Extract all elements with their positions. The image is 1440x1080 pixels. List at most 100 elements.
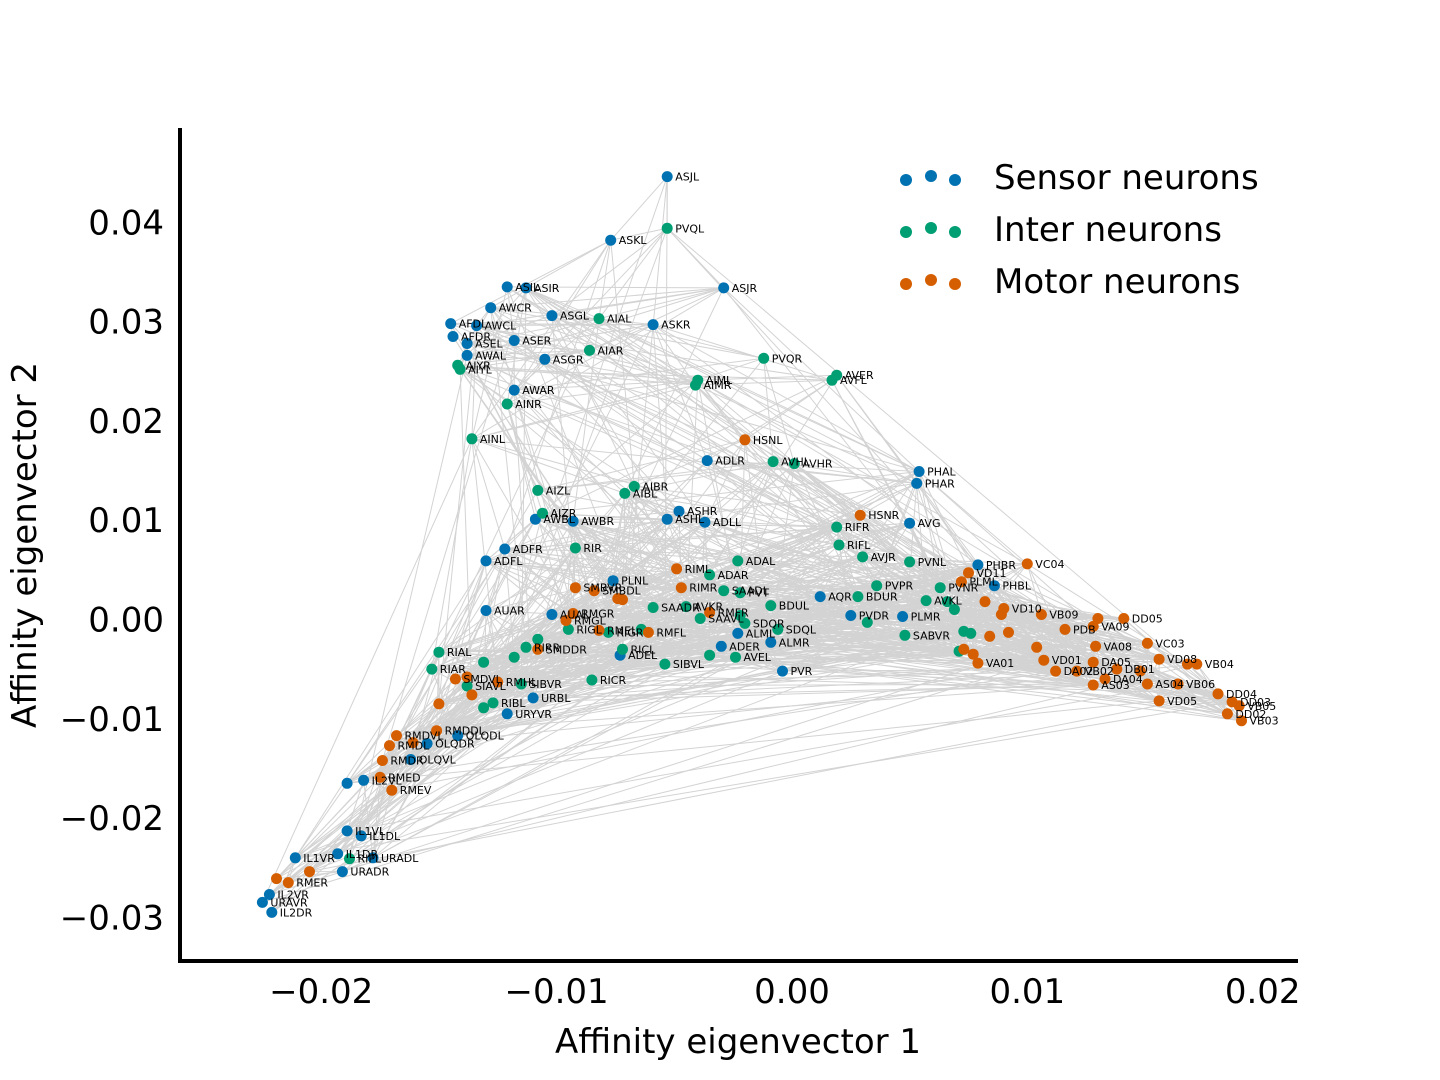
neuron-label: AVEL (744, 651, 772, 664)
graph-edge (1196, 663, 1228, 715)
neuron-point (1153, 695, 1165, 707)
graph-edge (457, 365, 623, 600)
graph-edge (542, 471, 920, 514)
neuron-point (1038, 654, 1050, 666)
neuron-point (546, 310, 558, 322)
graph-edge (269, 871, 343, 895)
neuron-label: RMFR (718, 607, 749, 620)
neuron-point (386, 784, 398, 796)
neuron-label: AVHR (802, 458, 833, 471)
y-tick-label: 0.00 (88, 601, 164, 641)
graph-edge (963, 618, 1099, 650)
neuron-point (407, 737, 419, 749)
graph-edge (436, 610, 487, 731)
neuron-point (607, 575, 619, 587)
graph-edge (261, 438, 473, 903)
graph-edge (695, 379, 833, 386)
neuron-point (739, 434, 751, 446)
neuron-point (699, 516, 711, 528)
neuron-label: AVHL (781, 456, 811, 469)
neuron-label: URYVR (515, 708, 552, 721)
neuron-point (520, 282, 532, 294)
neuron-label: AINR (515, 398, 542, 411)
neuron-label: VA08 (1104, 640, 1132, 653)
graph-edge (391, 659, 1044, 791)
neuron-label: VA01 (986, 657, 1014, 670)
neuron-label: IL1DL (369, 830, 401, 843)
neuron-label: RIMR (689, 582, 717, 595)
neuron-point (569, 542, 581, 554)
neuron-point (857, 551, 869, 563)
neuron-label: RMER (296, 877, 328, 890)
graph-edge (709, 601, 986, 613)
neuron-label: AIAL (607, 313, 632, 326)
graph-edge (723, 561, 910, 592)
neuron-point (718, 282, 730, 294)
graph-edge (537, 489, 840, 546)
graph-edge (594, 572, 969, 592)
neuron-point (1221, 708, 1233, 720)
neuron-point (904, 556, 916, 568)
graph-edge (737, 560, 969, 574)
neuron-label: VB05 (1247, 700, 1276, 713)
neuron-point (532, 643, 544, 655)
neuron-label: SAAVL (708, 613, 744, 626)
graph-edge (737, 560, 978, 566)
neuron-point (897, 611, 909, 622)
graph-edge (551, 547, 576, 615)
neuron-point (767, 456, 779, 468)
graph-edge (504, 518, 668, 550)
neuron-point (628, 480, 640, 492)
neuron-point (508, 335, 520, 346)
graph-edge (1123, 618, 1242, 722)
neuron-point (355, 830, 367, 842)
neuron-point (527, 692, 539, 704)
graph-edge (676, 471, 920, 570)
neuron-point (433, 646, 445, 658)
neuron-label: SDQR (753, 617, 785, 630)
graph-edge (989, 614, 1042, 637)
neuron-point (758, 352, 770, 364)
graph-edge (438, 547, 576, 653)
point-layer (256, 171, 1247, 918)
neuron-label: SMDVL (463, 673, 502, 686)
legend-marker (949, 174, 961, 186)
legend-label: Inter neurons (994, 210, 1222, 250)
x-axis-title: Affinity eigenvector 1 (555, 1022, 921, 1062)
neuron-point (515, 678, 527, 690)
neuron-label: ASKL (619, 234, 648, 247)
graph-edge (396, 590, 595, 737)
legend-marker (925, 274, 937, 286)
graph-edge (772, 461, 941, 589)
neuron-label: RMEL (607, 624, 638, 637)
neuron-label: URADL (381, 852, 419, 865)
graph-edge (739, 514, 861, 616)
neuron-point (739, 617, 751, 629)
neuron-label: SIAVL (475, 680, 507, 693)
graph-edge (598, 227, 668, 319)
neuron-point (1134, 665, 1146, 677)
neuron-label: AWBL (543, 513, 575, 526)
graph-edge (471, 286, 508, 439)
graph-edge (1187, 663, 1233, 703)
neuron-point (1153, 653, 1165, 665)
neuron-point (972, 657, 984, 669)
neuron-label: ASGL (560, 310, 590, 323)
neuron-point (1087, 656, 1099, 668)
neuron-point (501, 281, 513, 293)
graph-edge (514, 389, 837, 528)
neuron-label: ASJR (732, 282, 758, 295)
neuron-label: AFDL (459, 318, 488, 331)
neuron-point (715, 640, 727, 652)
neuron-point (619, 487, 631, 499)
graph-edge (1158, 658, 1240, 707)
legend-label: Sensor neurons (994, 158, 1259, 198)
graph-edge (467, 318, 600, 344)
neuron-point (447, 331, 459, 342)
neuron-label: PHBL (1002, 580, 1031, 593)
graph-edge (309, 693, 1219, 873)
neuron-point (701, 455, 713, 467)
neuron-label: RMDR (390, 755, 424, 768)
graph-edge (379, 694, 473, 778)
